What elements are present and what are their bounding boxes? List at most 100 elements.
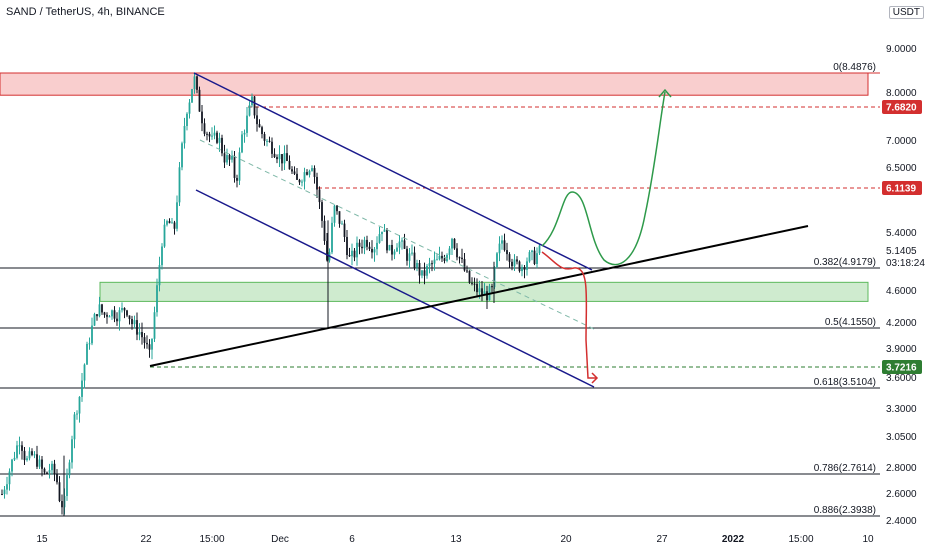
candle-body-111 [278, 154, 281, 160]
candle-body-180 [451, 238, 453, 249]
candle-body-44 [111, 310, 113, 317]
candle-body-170 [426, 265, 428, 276]
candle-body-51 [128, 315, 131, 320]
candle-body-60 [151, 338, 153, 350]
candle-body-109 [273, 153, 276, 158]
candle-body-153 [383, 229, 386, 232]
channel-mid-dashed-line [199, 139, 597, 331]
candle-body-199 [498, 243, 501, 254]
candle-body-53 [133, 320, 136, 325]
candle-body-71 [178, 167, 181, 203]
candle-body-162 [406, 248, 408, 261]
candle-body-186 [466, 270, 468, 272]
candle-body-151 [378, 234, 381, 243]
candle-body-154 [386, 229, 388, 251]
candle-body-141 [353, 250, 356, 258]
candle-body-31 [78, 396, 81, 414]
candle-body-90 [226, 155, 228, 163]
candle-body-52 [131, 319, 133, 325]
candle-body-113 [283, 153, 286, 164]
candle-body-206 [516, 259, 518, 262]
price-tag-2 [882, 360, 922, 374]
candle-body-33 [83, 364, 86, 381]
candle-body-149 [373, 249, 376, 253]
candle-body-176 [441, 255, 443, 259]
candle-body-188 [471, 282, 473, 284]
x-tick-6: 20 [560, 534, 572, 545]
candle-body-62 [156, 285, 158, 313]
candle-body-183 [458, 257, 461, 259]
candle-body-134 [336, 205, 338, 212]
candle-body-193 [483, 291, 486, 295]
candle-body-201 [503, 240, 506, 251]
x-tick-0: 15 [36, 534, 48, 545]
y-tick-6: 4.2000 [886, 318, 917, 329]
candle-body-19 [48, 470, 51, 473]
candle-body-36 [91, 325, 93, 344]
currency-unit-button[interactable]: USDT [888, 6, 924, 19]
candle-body-5 [13, 457, 16, 460]
candle-body-175 [438, 255, 441, 260]
y-tick-1: 8.0000 [886, 88, 917, 99]
candle-body-72 [181, 143, 183, 168]
candle-body-28 [71, 439, 73, 463]
candle-body-22 [56, 473, 58, 483]
bearish-arrowhead [591, 372, 599, 384]
bullish-arrowhead [658, 88, 672, 98]
candle-body-126 [316, 176, 318, 190]
candle-body-101 [253, 96, 256, 116]
candle-body-135 [338, 211, 341, 224]
candle-body-59 [148, 344, 151, 350]
candle-body-89 [223, 153, 226, 163]
y-tick-2: 7.0000 [886, 136, 917, 147]
candle-body-158 [396, 247, 398, 252]
candle-body-157 [393, 251, 396, 255]
candle-body-68 [171, 222, 173, 224]
candle-body-24 [61, 501, 63, 508]
fib-label-1: 0.382(4.9179) [814, 257, 876, 268]
chart-title: SAND / TetherUS, 4h, BINANCE [6, 6, 165, 18]
candle-body-43 [108, 316, 111, 318]
bearish-projection-path [541, 251, 596, 379]
candle-body-166 [416, 262, 418, 268]
candle-body-196 [491, 286, 493, 288]
candle-body-132 [331, 222, 333, 253]
candle-body-213 [533, 250, 536, 264]
candle-body-182 [456, 248, 458, 258]
candle-body-103 [258, 124, 261, 128]
x-tick-8: 2022 [722, 534, 745, 545]
x-tick-10: 10 [862, 534, 874, 545]
candle-body-123 [308, 170, 311, 175]
candle-body-82 [206, 133, 208, 135]
x-tick-5: 13 [450, 534, 462, 545]
price-tag-1 [882, 181, 922, 195]
candle-body-16 [41, 459, 43, 469]
candle-body-207 [518, 261, 521, 272]
candle-body-120 [301, 181, 303, 183]
y-tick-12: 2.6000 [886, 489, 917, 500]
candle-body-29 [73, 414, 76, 440]
ascending-trendline [149, 225, 809, 367]
candle-body-210 [526, 261, 528, 270]
y-tick-11: 2.8000 [886, 463, 917, 474]
x-tick-7: 27 [656, 534, 668, 545]
candle-body-190 [476, 283, 478, 293]
candle-body-98 [246, 115, 248, 133]
candle-body-95 [238, 152, 241, 181]
candle-body-97 [243, 132, 246, 135]
candle-body-107 [268, 140, 271, 142]
candle-body-26 [66, 475, 68, 497]
candle-body-139 [348, 255, 351, 257]
candle-body-6 [16, 445, 18, 458]
candle-body-173 [433, 259, 436, 264]
candle-body-23 [58, 482, 61, 502]
candle-body-178 [446, 254, 448, 261]
candle-body-179 [448, 248, 451, 255]
y-tick-9: 3.3000 [886, 404, 917, 415]
candle-body-96 [241, 134, 243, 153]
candle-body-119 [298, 179, 301, 183]
candle-body-143 [358, 242, 361, 247]
candle-body-156 [391, 244, 393, 255]
current-price-label: 5.1405 [886, 246, 917, 257]
